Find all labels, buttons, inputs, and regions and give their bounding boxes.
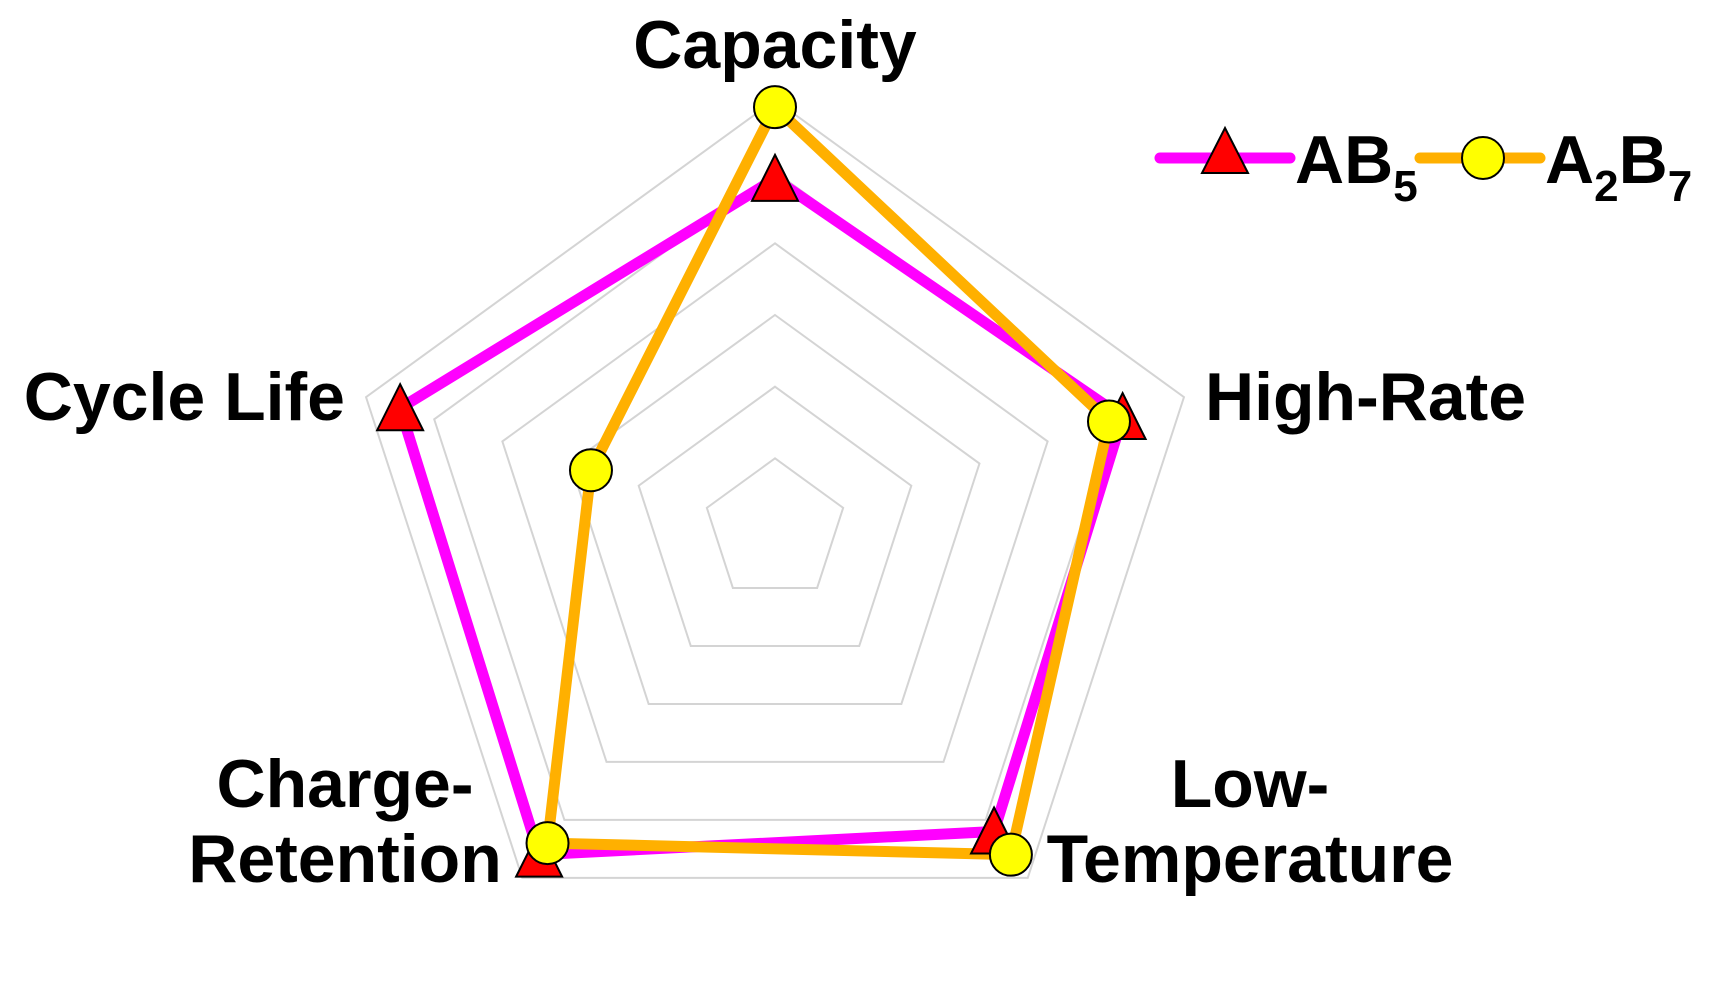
axis-label-1: High-Rate xyxy=(1205,359,1526,435)
marker-triangle-0-0 xyxy=(750,152,800,202)
series-line-1 xyxy=(542,101,1115,861)
series-markers xyxy=(375,85,1148,878)
marker-circle-1-1 xyxy=(1086,399,1131,444)
marker-circle-1-0 xyxy=(753,85,797,130)
legend-label-ab5: AB5 xyxy=(1295,122,1418,211)
legend: AB5 A2B7 xyxy=(1154,122,1692,211)
grid-ring xyxy=(364,98,1186,879)
grid-ring xyxy=(705,457,845,589)
grid-ring xyxy=(433,170,1117,821)
axis-label-0: Capacity xyxy=(633,7,917,83)
legend-label-a2b7: A2B7 xyxy=(1545,122,1692,211)
legend-circle-marker xyxy=(1461,136,1505,180)
grid-ring xyxy=(501,242,1049,763)
axis-label-4: Cycle Life xyxy=(24,359,345,435)
axis-labels: Capacity High-Rate Low-Temperature Charge-R… xyxy=(24,7,1526,897)
axis-label-3: Charge-Retention xyxy=(188,746,502,897)
series-lines xyxy=(394,101,1129,861)
legend-item-ab5: AB5 xyxy=(1154,122,1418,211)
series-line-0 xyxy=(394,173,1129,861)
legend-triangle-marker xyxy=(1200,125,1250,174)
marker-circle-1-4 xyxy=(568,448,613,493)
marker-triangle-0-4 xyxy=(375,381,425,432)
marker-circle-1-2 xyxy=(988,832,1033,877)
axis-label-2: Low-Temperature xyxy=(1047,746,1454,897)
legend-item-a2b7: A2B7 xyxy=(1414,122,1692,211)
grid-ring xyxy=(637,385,913,647)
radar-grid xyxy=(364,98,1186,879)
marker-circle-1-3 xyxy=(525,821,570,866)
